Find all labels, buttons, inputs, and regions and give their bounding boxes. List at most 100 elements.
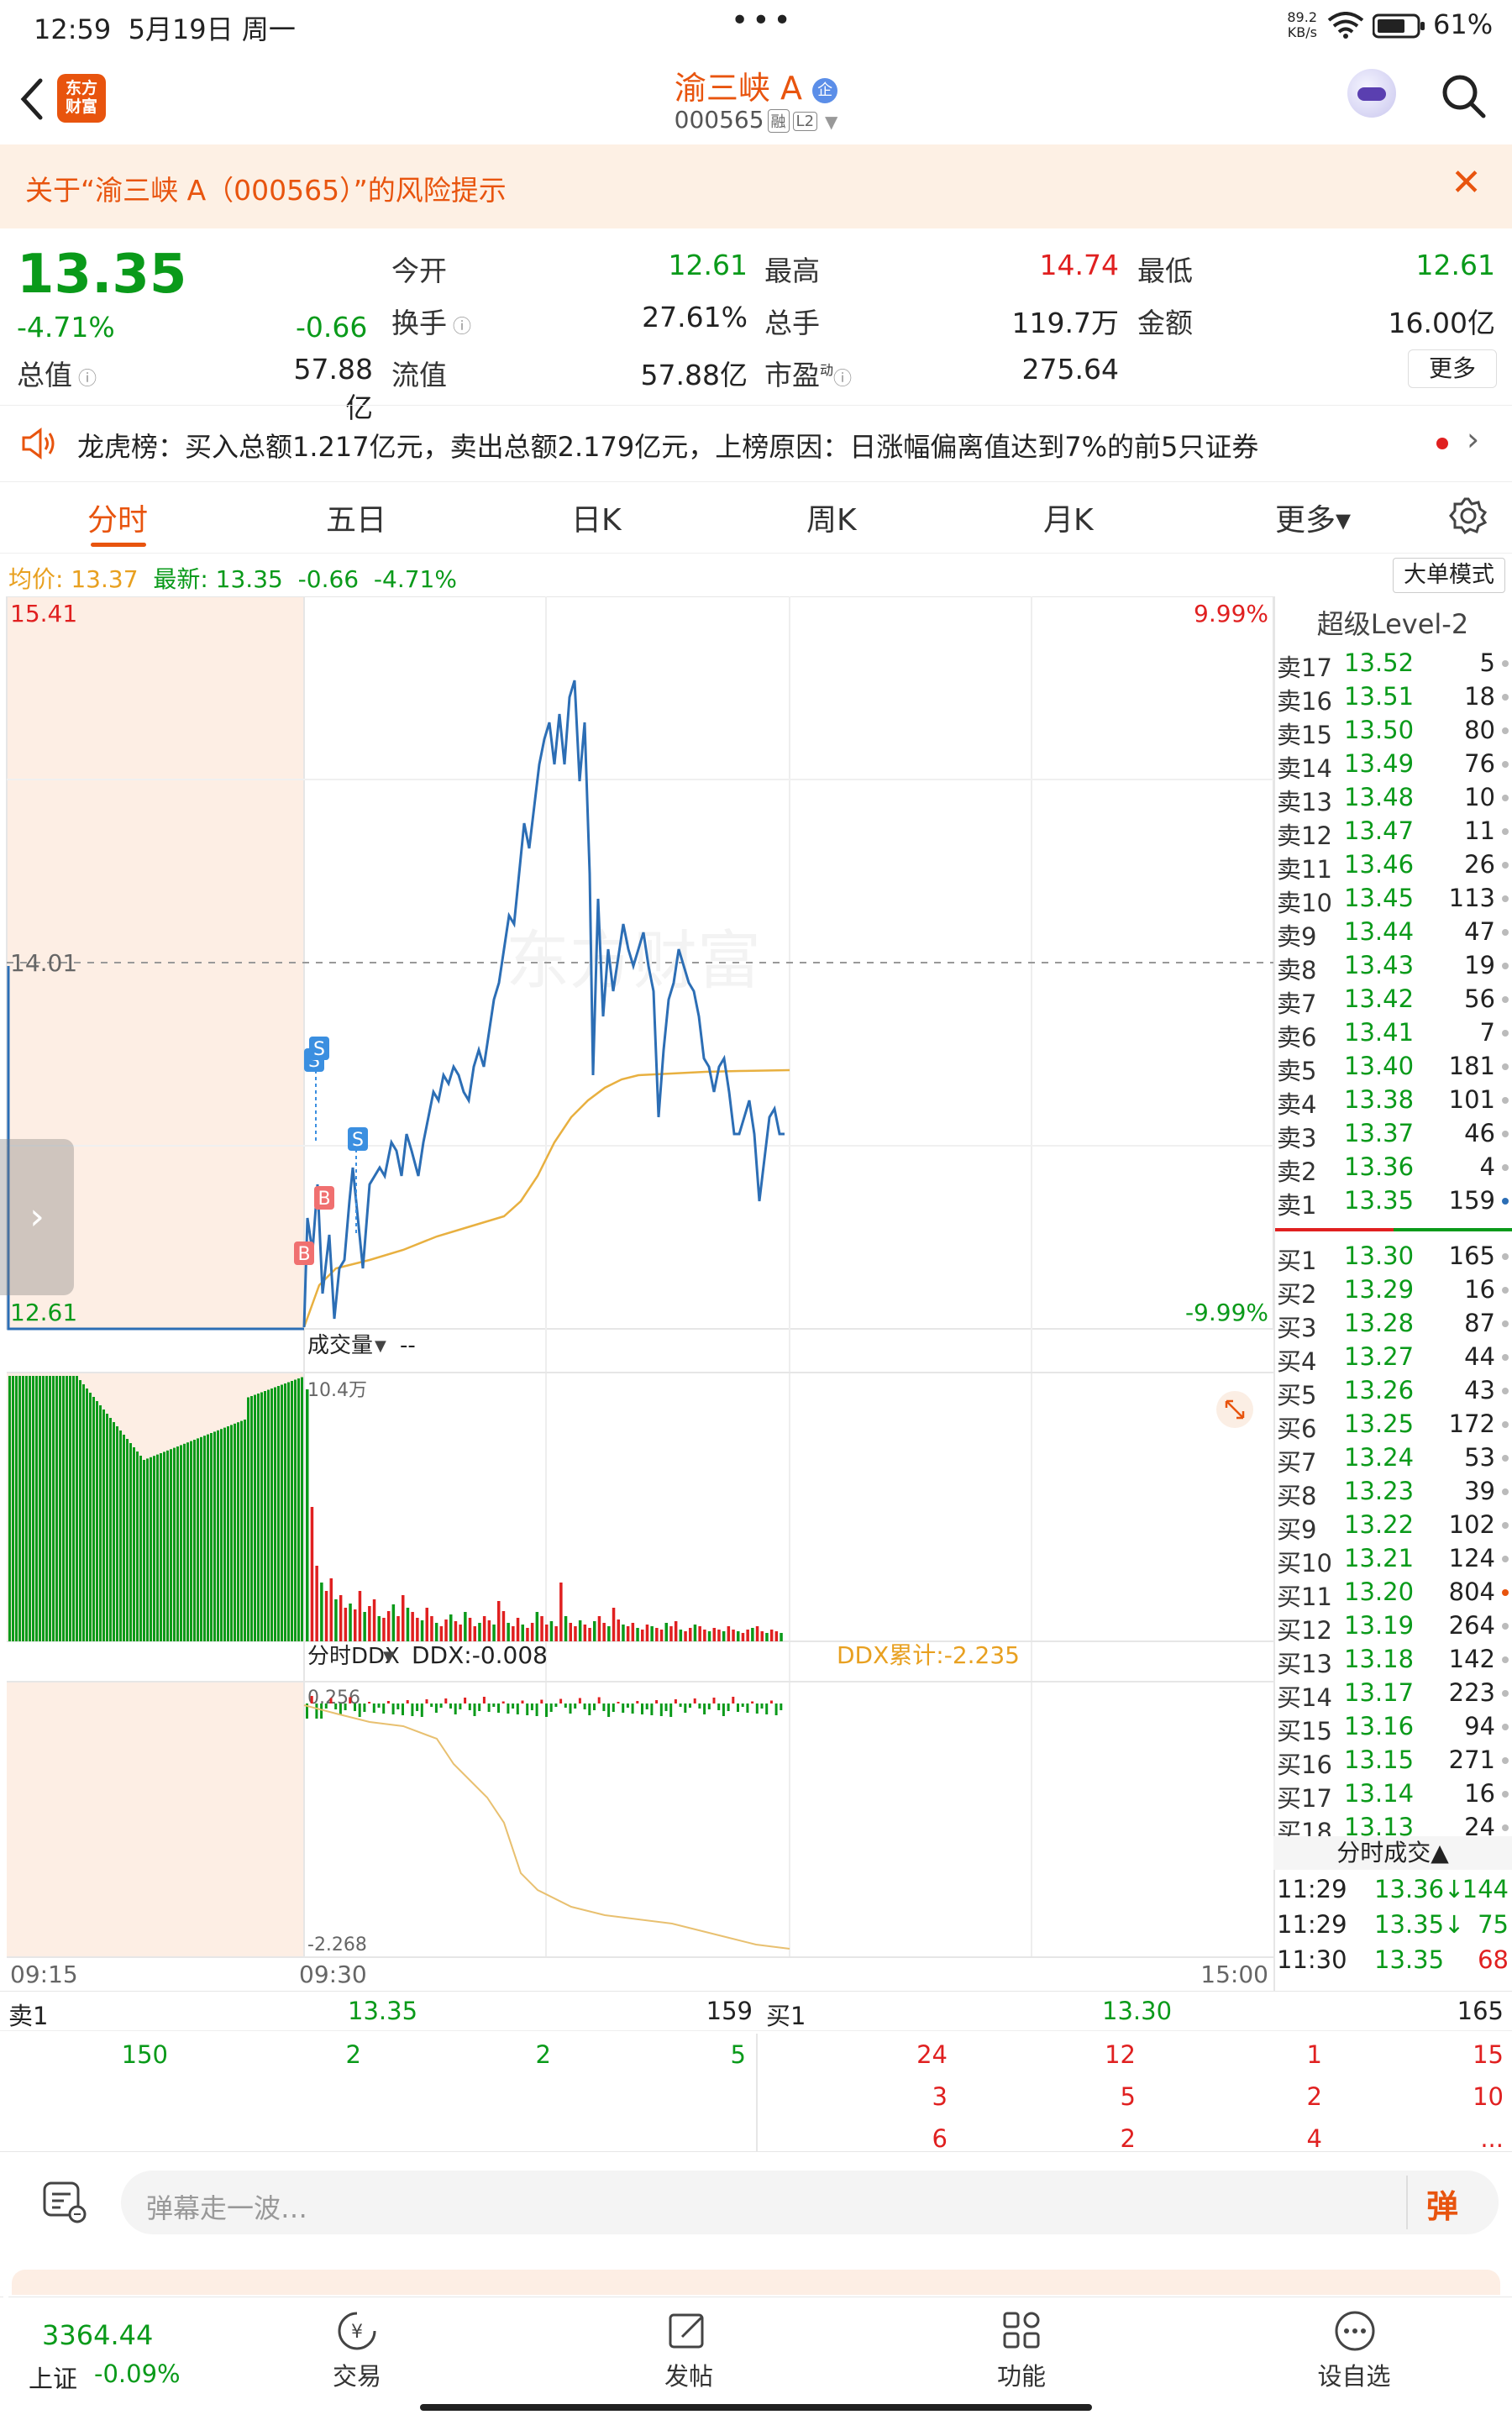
orderbook-title[interactable]: 超级Level-2 — [1316, 608, 1469, 640]
session-volume-bar — [622, 1625, 625, 1641]
more-circle-icon[interactable] — [1332, 2308, 1378, 2354]
nav-add-watchlist[interactable]: 设自选 — [1317, 2362, 1391, 2391]
volume-selector[interactable]: 成交量 — [307, 1333, 373, 1358]
nav-function[interactable]: 功能 — [996, 2362, 1046, 2391]
nav-post[interactable]: 发帖 — [664, 2362, 713, 2391]
ask-row[interactable]: 卖11 13.46 26 — [1273, 850, 1512, 884]
danmu-input[interactable]: 弹幕走一波… 弹 — [121, 2171, 1499, 2234]
ask-row[interactable]: 卖17 13.52 5 — [1273, 648, 1512, 682]
ask-level-label: 卖11 — [1277, 855, 1332, 884]
risk-text[interactable]: 关于“渝三峡 A（000565）”的风险提示 — [25, 174, 507, 207]
bid-row[interactable]: 买12 13.19 264 — [1273, 1611, 1512, 1645]
dropdown-icon[interactable]: ▼ — [824, 112, 838, 132]
danmu-send-button[interactable]: 弹 — [1426, 2188, 1459, 2225]
promo-strip[interactable] — [12, 2270, 1500, 2295]
ask-row[interactable]: 卖8 13.43 19 — [1273, 951, 1512, 984]
search-icon[interactable] — [1436, 69, 1490, 123]
bid-row[interactable]: 买2 13.29 16 — [1273, 1275, 1512, 1309]
tab-daily-k[interactable]: 日K — [571, 503, 622, 538]
tab-more[interactable]: 更多▾ — [1275, 503, 1352, 538]
bid-row[interactable]: 买10 13.21 124 — [1273, 1544, 1512, 1577]
ask-row[interactable]: 卖7 13.42 56 — [1273, 984, 1512, 1018]
ask-row[interactable]: 卖10 13.45 113 — [1273, 884, 1512, 917]
bid-row[interactable]: 买15 13.16 94 — [1273, 1712, 1512, 1745]
bid-row[interactable]: 买4 13.27 44 — [1273, 1342, 1512, 1376]
ask-row[interactable]: 卖13 13.48 10 — [1273, 783, 1512, 816]
ask-row[interactable]: 卖14 13.49 76 — [1273, 749, 1512, 783]
ask-price: 13.38 — [1344, 1085, 1415, 1114]
tab-5day[interactable]: 五日 — [326, 503, 387, 538]
index-value[interactable]: 3364.44 — [42, 2319, 154, 2351]
intraday-chart[interactable]: 东方财富 S S S B B 15.41 14.01 12.61 9.99% -… — [0, 596, 1273, 1991]
sell-marker[interactable] — [348, 1127, 368, 1151]
tab-monthly-k[interactable]: 月K — [1043, 503, 1094, 538]
ask-price: 13.46 — [1344, 850, 1415, 879]
bid-row[interactable]: 买11 13.20 804 — [1273, 1577, 1512, 1611]
ask-row[interactable]: 卖3 13.37 46 — [1273, 1119, 1512, 1152]
chevron-right-icon[interactable]: › — [1467, 421, 1480, 458]
more-button[interactable]: 更多 — [1408, 349, 1497, 388]
bid-row[interactable]: 买7 13.24 53 — [1273, 1443, 1512, 1477]
ddx-bar — [501, 1701, 505, 1703]
bid-row[interactable]: 买13 13.18 142 — [1273, 1645, 1512, 1678]
lhb-notice[interactable]: 龙虎榜：买入总额1.217亿元，卖出总额2.179亿元，上榜原因：日涨幅偏离值达… — [0, 405, 1512, 482]
buy-marker[interactable] — [314, 1186, 334, 1210]
auction-volume-bar — [69, 1617, 71, 1641]
sell-marker[interactable] — [309, 1037, 329, 1060]
session-volume-bar — [741, 1633, 745, 1641]
bid-row[interactable]: 买17 13.14 16 — [1273, 1779, 1512, 1813]
bid-level-label: 买1 — [1277, 1247, 1317, 1275]
function-grid-icon[interactable] — [1000, 2308, 1045, 2354]
bid-row[interactable]: 买8 13.23 39 — [1273, 1477, 1512, 1510]
big-order-mode-button[interactable]: 大单模式 — [1393, 558, 1505, 593]
nav-trade[interactable]: 交易 — [332, 2362, 381, 2391]
app-logo[interactable]: 东方 财富 — [57, 74, 106, 123]
bid-row[interactable]: 买9 13.22 102 — [1273, 1510, 1512, 1544]
ask-row[interactable]: 卖1 13.35 159 — [1273, 1186, 1512, 1220]
auction-volume-bar — [113, 1608, 115, 1641]
expand-handle[interactable]: › — [0, 1139, 74, 1295]
tab-weekly-k[interactable]: 周K — [806, 503, 857, 538]
bid-row[interactable]: 买14 13.17 223 — [1273, 1678, 1512, 1712]
notice-text[interactable]: 龙虎榜：买入总额1.217亿元，卖出总额2.179亿元，上榜原因：日涨幅偏离值达… — [77, 431, 1259, 463]
trade-icon[interactable]: ¥ — [334, 2308, 380, 2354]
close-icon[interactable]: ✕ — [1451, 161, 1482, 204]
bid-row[interactable]: 买1 13.30 165 — [1273, 1241, 1512, 1275]
ask-row[interactable]: 卖12 13.47 11 — [1273, 816, 1512, 850]
ask-row[interactable]: 卖16 13.51 18 — [1273, 682, 1512, 716]
ask-level-label: 卖2 — [1277, 1158, 1317, 1186]
auction-volume-bar — [49, 1376, 51, 1641]
ask-row[interactable]: 卖9 13.44 47 — [1273, 917, 1512, 951]
settings-gear-icon[interactable] — [1448, 496, 1488, 536]
danmu-toggle-icon[interactable] — [42, 2181, 87, 2224]
ask-row[interactable]: 卖6 13.41 7 — [1273, 1018, 1512, 1052]
high-value: 14.74 — [1039, 249, 1119, 281]
stock-code[interactable]: 000565 融 L2 ▼ — [674, 106, 838, 134]
buy-marker[interactable] — [294, 1241, 314, 1265]
robot-avatar-icon[interactable] — [1347, 69, 1396, 118]
index-name[interactable]: 上证 — [29, 2365, 78, 2393]
back-icon[interactable] — [15, 76, 49, 123]
ask-row[interactable]: 卖2 13.36 4 — [1273, 1152, 1512, 1186]
ticks-title[interactable]: 分时成交▲ — [1273, 1836, 1512, 1870]
risk-banner[interactable]: 关于“渝三峡 A（000565）”的风险提示 ✕ — [0, 144, 1512, 228]
ask-row[interactable]: 卖15 13.50 80 — [1273, 716, 1512, 749]
bid-dot — [1502, 1556, 1509, 1562]
post-icon[interactable] — [665, 2308, 711, 2354]
bid-row[interactable]: 买6 13.25 172 — [1273, 1409, 1512, 1443]
volume-max-label: 10.4万 — [307, 1380, 367, 1401]
auction-volume-bar — [203, 1587, 206, 1641]
ask-row[interactable]: 卖4 13.38 101 — [1273, 1085, 1512, 1119]
chart-tabs: 分时 五日 日K 周K 月K 更多▾ — [0, 480, 1512, 554]
bid-price: 13.16 — [1344, 1712, 1415, 1740]
auction-volume-bar — [186, 1591, 189, 1641]
bid-row[interactable]: 买5 13.26 43 — [1273, 1376, 1512, 1409]
auction-volume-bar — [18, 1629, 21, 1641]
tab-intraday[interactable]: 分时 — [87, 503, 149, 538]
bid-row[interactable]: 买16 13.15 271 — [1273, 1745, 1512, 1779]
auction-volume-bar — [277, 1386, 280, 1641]
index-percent[interactable]: -0.09% — [94, 2360, 181, 2388]
bid-row[interactable]: 买3 13.28 87 — [1273, 1309, 1512, 1342]
ddx-selector[interactable]: 分时DDX — [307, 1644, 400, 1669]
ask-row[interactable]: 卖5 13.40 181 — [1273, 1052, 1512, 1085]
